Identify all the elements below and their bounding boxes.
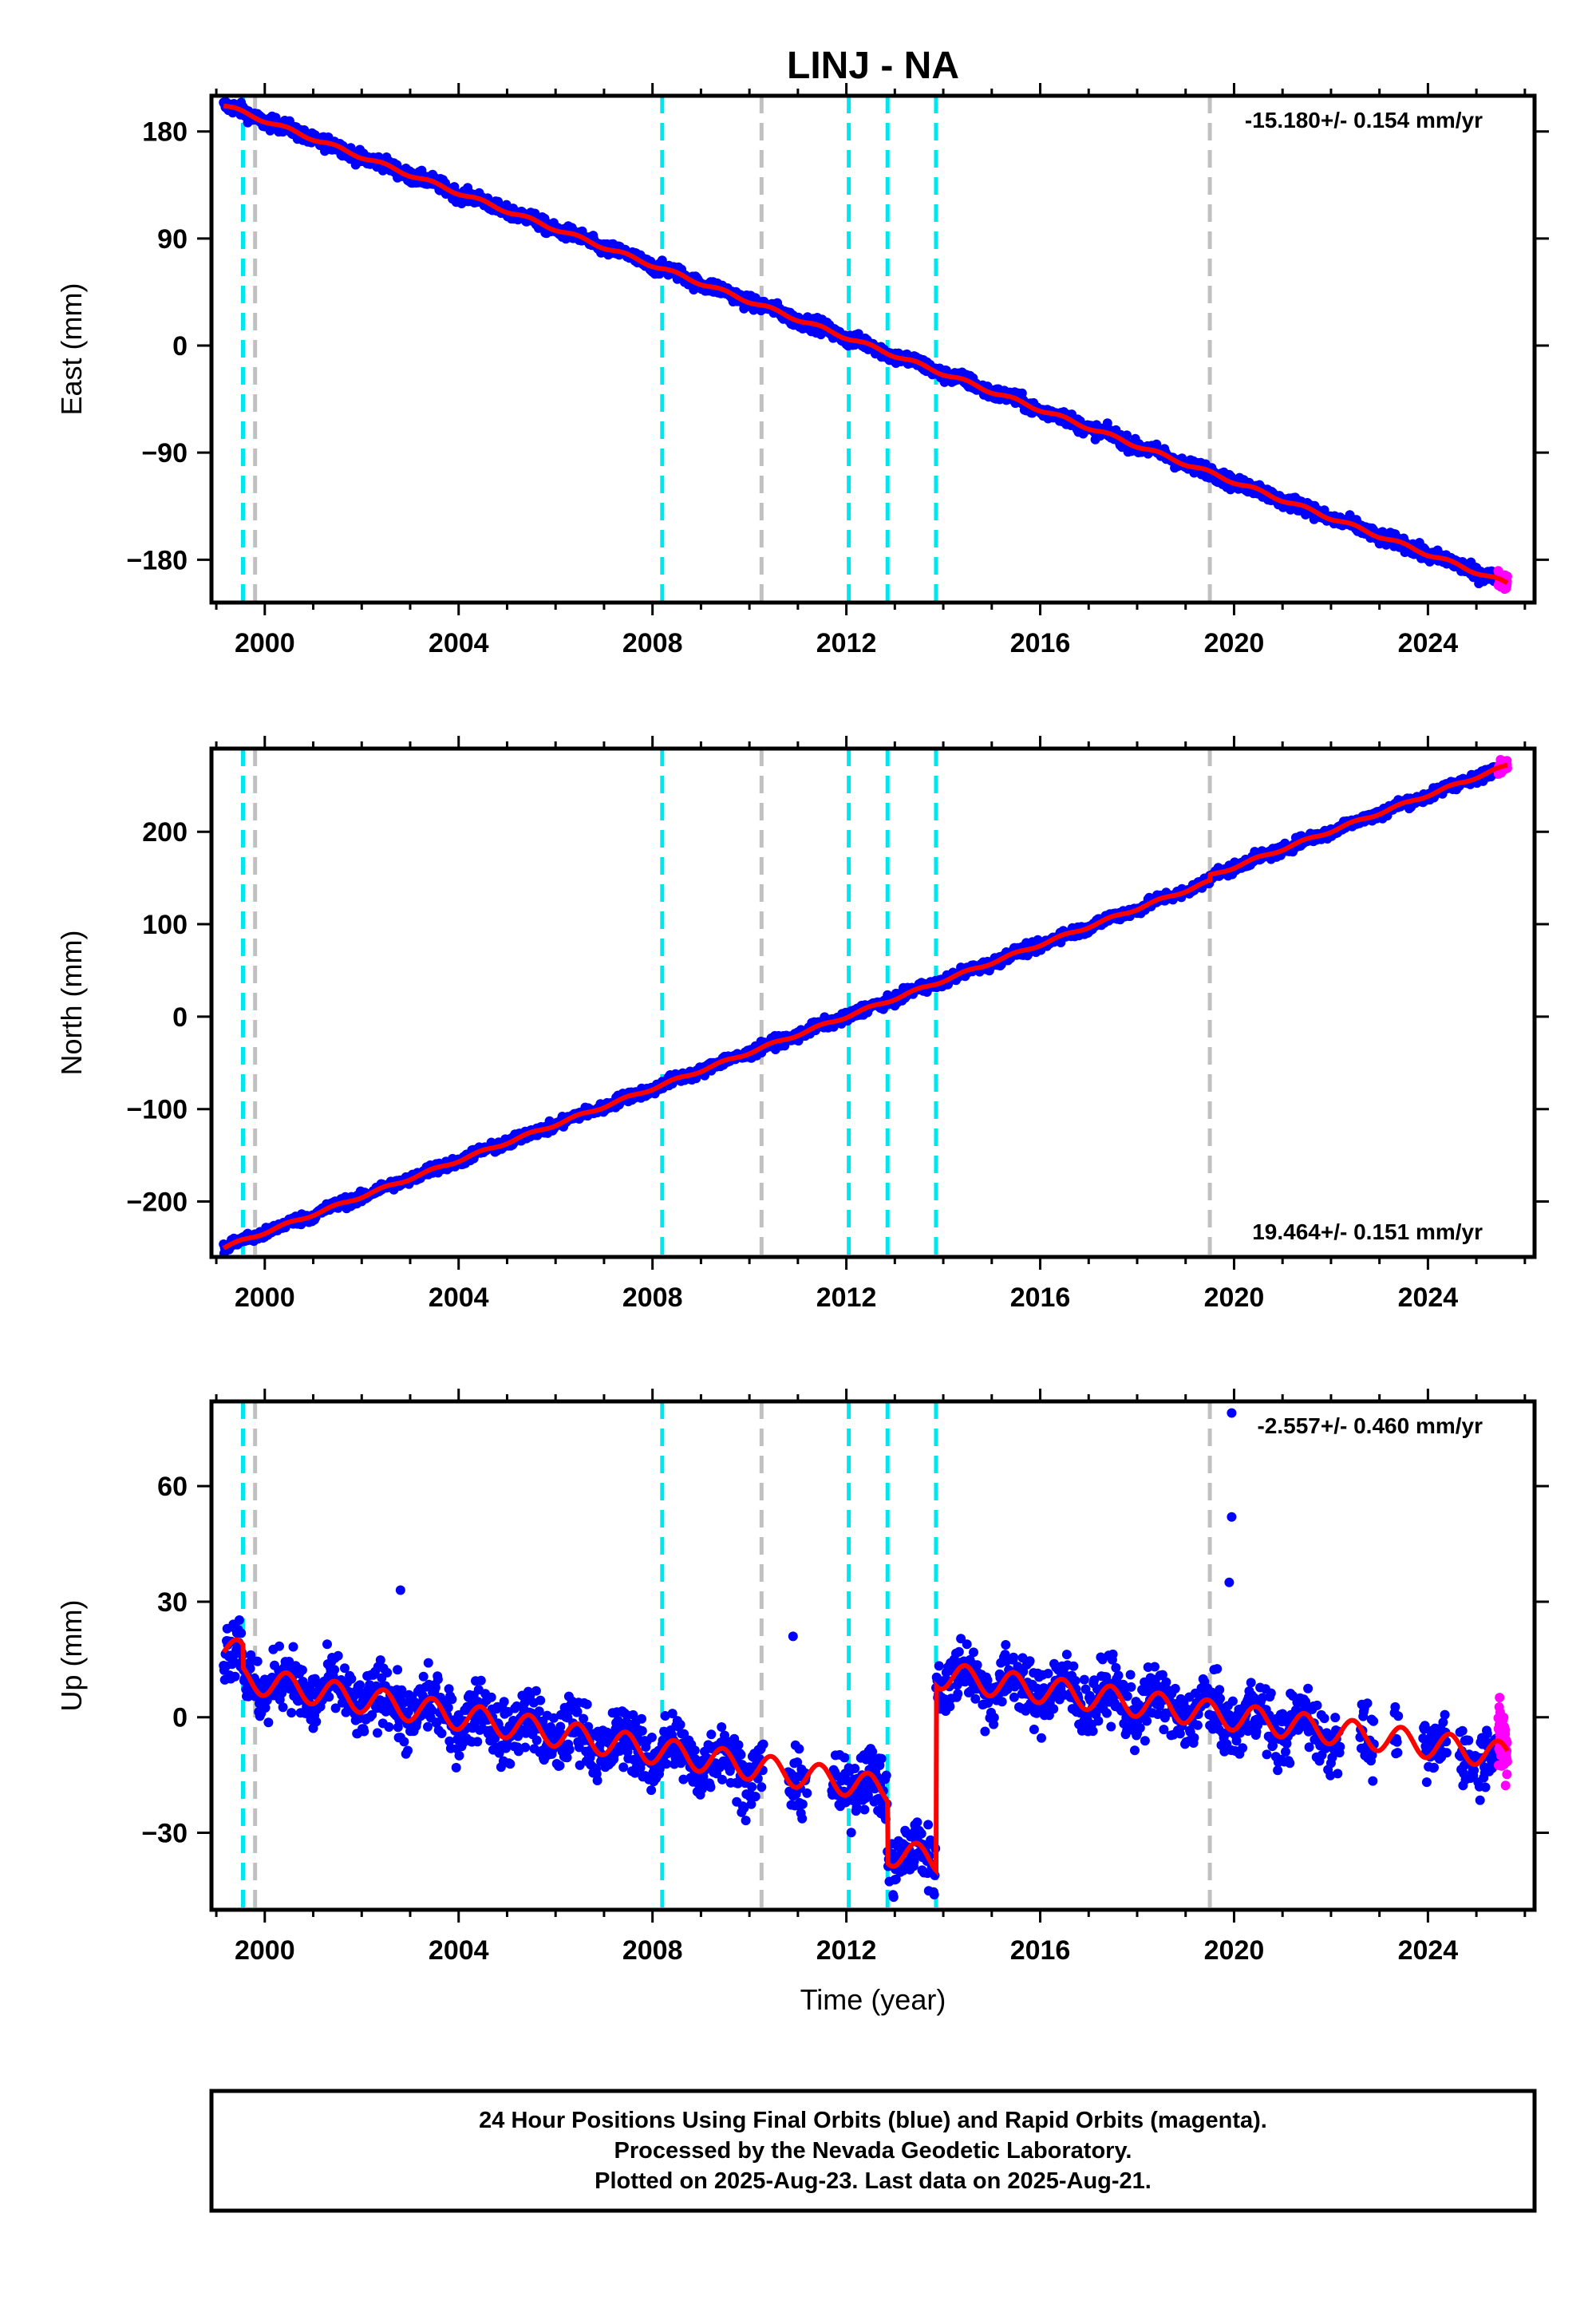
- east-rate-label: -15.180+/- 0.154 mm/yr: [1245, 108, 1483, 132]
- x-tick-label: 2008: [622, 1282, 683, 1313]
- final-orbit-point: [451, 1762, 461, 1773]
- y-tick-label: 100: [142, 910, 188, 940]
- final-orbit-point: [499, 1697, 509, 1707]
- y-tick-label: −90: [141, 438, 188, 468]
- final-orbit-point: [373, 1728, 382, 1738]
- final-orbit-point: [382, 1667, 393, 1678]
- north-y-axis-label: North (mm): [55, 931, 88, 1076]
- final-orbit-point: [286, 1708, 297, 1718]
- y-tick-label: 0: [172, 331, 188, 362]
- x-tick-label: 2016: [1010, 628, 1071, 658]
- x-tick-label: 2016: [1010, 1282, 1071, 1313]
- final-orbit-point: [476, 1675, 486, 1686]
- y-tick-label: −100: [126, 1095, 188, 1125]
- final-orbit-point: [447, 1694, 457, 1705]
- final-orbit-point: [236, 1628, 247, 1638]
- final-orbit-point: [355, 1680, 365, 1690]
- final-orbit-point: [486, 1692, 496, 1702]
- final-orbit-point: [399, 1737, 409, 1747]
- final-orbit-point: [333, 1650, 343, 1661]
- final-orbit-point: [423, 1721, 433, 1732]
- final-orbit-point: [505, 1759, 516, 1769]
- x-tick-label: 2024: [1398, 1282, 1459, 1313]
- x-tick-label: 2024: [1398, 628, 1459, 658]
- y-tick-label: −200: [126, 1188, 188, 1218]
- north-plot-area: [219, 749, 1512, 1257]
- y-tick-label: 0: [172, 1002, 188, 1033]
- rapid-orbit-point: [1502, 571, 1512, 582]
- final-orbit-point: [278, 1702, 288, 1713]
- y-tick-label: 90: [157, 224, 188, 255]
- final-orbit-point: [297, 1665, 307, 1675]
- north-model-line: [222, 762, 1508, 1251]
- x-tick-label: 2020: [1204, 628, 1265, 658]
- x-tick-label: 2000: [235, 628, 295, 658]
- final-orbit-point: [384, 1722, 394, 1732]
- final-orbit-point: [437, 1729, 447, 1738]
- final-orbit-point: [324, 1692, 334, 1702]
- east-plot-area: [219, 96, 1512, 603]
- final-orbit-point: [430, 1682, 440, 1693]
- final-orbit-point: [403, 1745, 413, 1756]
- final-orbit-point: [1122, 430, 1132, 441]
- chart-title: LINJ - NA: [787, 45, 959, 87]
- final-orbit-point: [346, 1674, 357, 1684]
- final-orbit-point: [375, 1655, 385, 1666]
- up-final-orbit-points: [219, 1408, 1503, 1903]
- x-tick-label: 2000: [235, 1282, 295, 1313]
- final-orbit-point: [263, 1717, 274, 1728]
- up-plot-area: [219, 1401, 1512, 1910]
- y-tick-label: 200: [142, 817, 188, 848]
- x-tick-label: 2012: [816, 1282, 877, 1313]
- x-tick-label: 2020: [1204, 1282, 1265, 1313]
- final-orbit-point: [393, 1665, 403, 1675]
- final-orbit-point: [418, 1671, 429, 1682]
- east-y-axis-label: East (mm): [55, 283, 88, 416]
- final-orbit-point: [311, 1717, 322, 1727]
- final-orbit-point: [423, 1658, 433, 1668]
- final-orbit-point: [433, 1674, 443, 1685]
- east-frame: [209, 93, 1537, 605]
- x-tick-label: 2008: [622, 628, 683, 658]
- final-orbit-point: [234, 1615, 244, 1625]
- final-orbit-point: [472, 1737, 483, 1747]
- north-panel: 2000 2004 2008 2012 2016 2020 2024 200 100 0 −100 −…: [55, 736, 1549, 1313]
- y-tick-label: −180: [126, 545, 188, 575]
- x-tick-label: 2012: [816, 628, 877, 658]
- y-tick-label: 180: [142, 117, 188, 148]
- final-orbit-point: [330, 1665, 340, 1675]
- east-panel: 2000 2004 2008 2012 2016 2020 2024 180 90 0 −90 −18…: [55, 83, 1549, 658]
- final-orbit-point: [252, 1656, 263, 1666]
- final-orbit-point: [322, 1639, 332, 1650]
- final-orbit-point: [288, 1642, 298, 1652]
- north-rate-label: 19.464+/- 0.151 mm/yr: [1252, 1219, 1483, 1244]
- east-model-line: [223, 103, 1509, 585]
- x-tick-label: 2004: [429, 1282, 489, 1313]
- final-orbit-point: [359, 1726, 369, 1737]
- final-orbit-point: [454, 1750, 464, 1761]
- final-orbit-point: [275, 1641, 284, 1651]
- x-tick-label: 2004: [429, 628, 489, 658]
